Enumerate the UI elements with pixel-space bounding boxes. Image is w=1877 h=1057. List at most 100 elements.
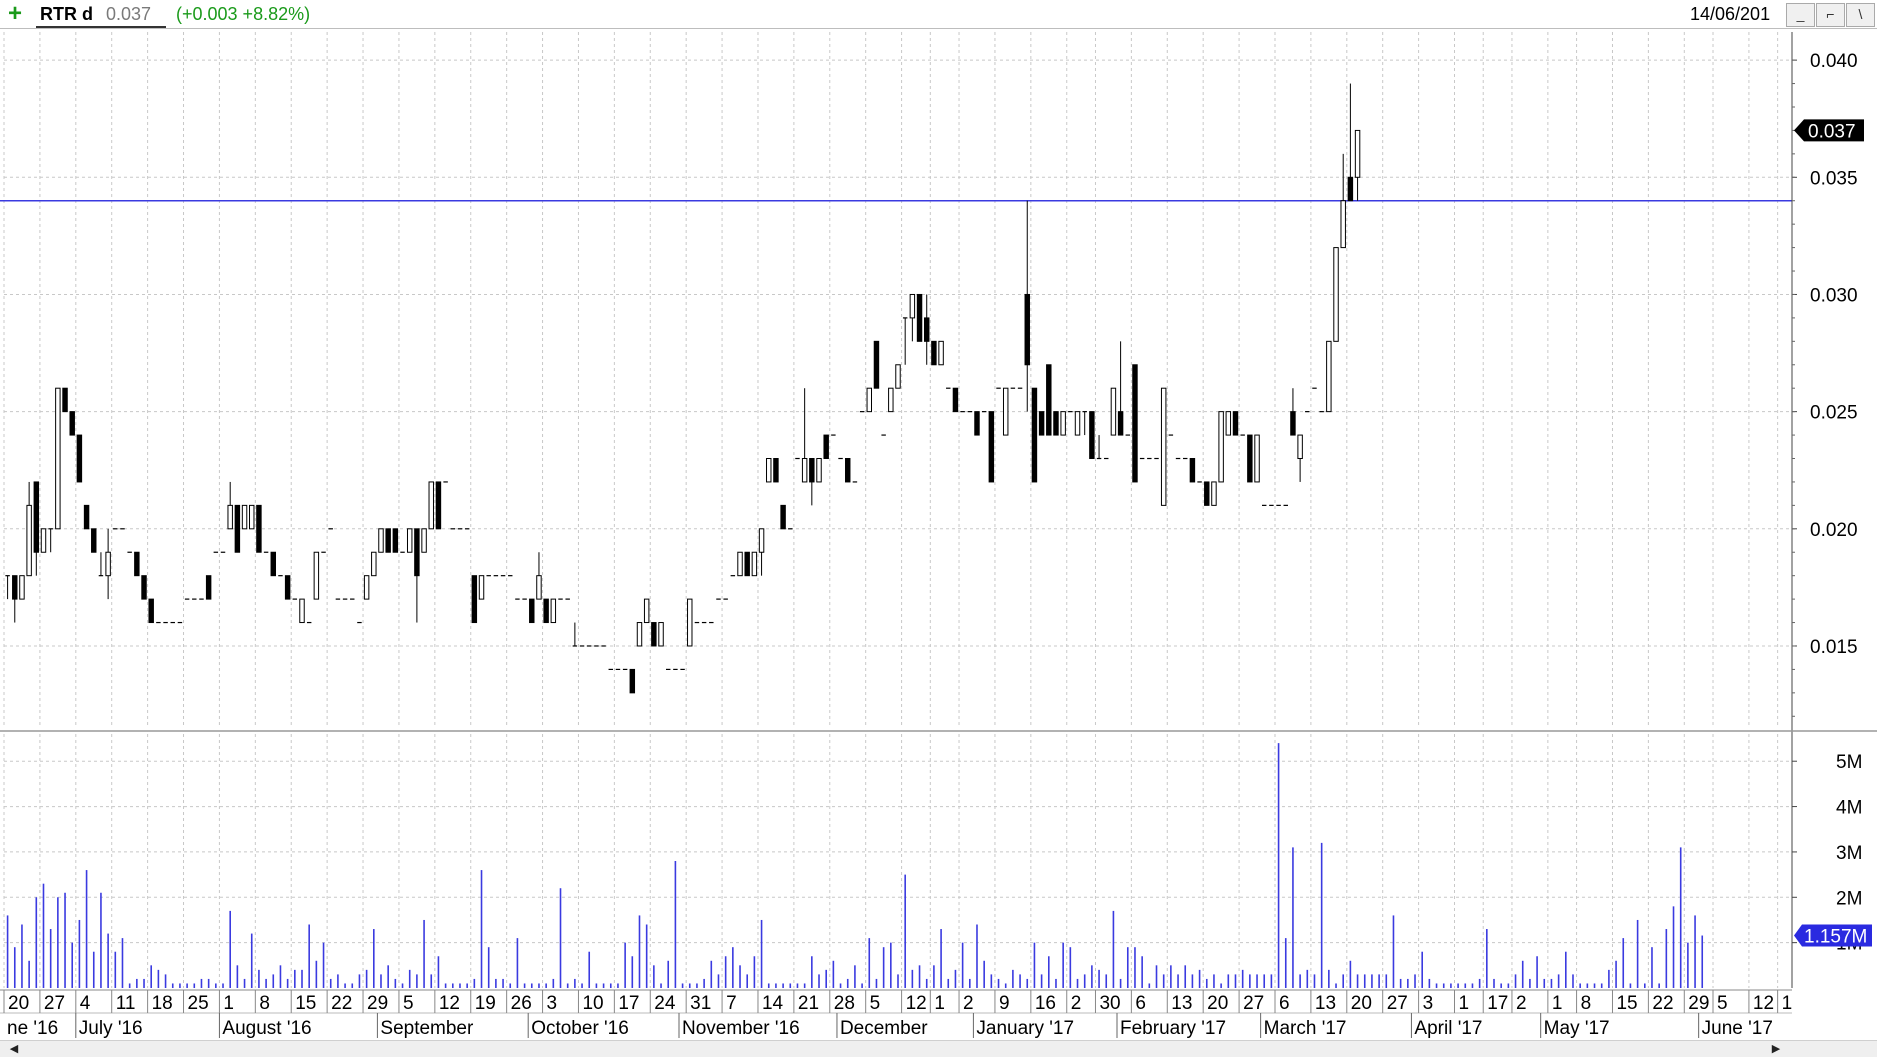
price-bar [385,528,391,553]
day-tick-label: 20 [8,993,29,1014]
price-bar [766,458,772,483]
price-bar-body [1225,411,1232,436]
price-bar-body [1117,411,1124,436]
day-tick-label: 29 [1688,993,1709,1014]
scroll-right-icon[interactable]: ▶ [1771,1043,1781,1055]
price-bar-body [687,598,693,647]
price-bar-body [974,411,980,436]
day-tick-label: 31 [690,993,711,1014]
axes [0,32,1877,1038]
price-bar [988,411,995,483]
price-bar [1110,387,1117,436]
price-bar-body [148,598,154,624]
scroll-left-icon[interactable]: ◀ [9,1043,19,1055]
price-volume-chart[interactable]: 0.0150.0200.0250.0300.0350.0401M2M3M4M5M… [0,28,1877,1040]
price-bar-body [105,551,111,577]
price-bar-body [1053,411,1059,436]
price-bar [1024,200,1030,412]
price-bar [758,528,765,576]
price-bar-body [205,575,212,600]
last-volume-flag [1794,924,1872,947]
price-bar [435,481,442,530]
day-tick-label: 12 [906,993,927,1014]
day-tick-label: 3 [547,993,558,1014]
price-bar [421,528,427,553]
price-bars [5,83,1361,694]
day-tick-label: 12 [439,993,460,1014]
price-bar-body [643,598,650,624]
price-bar-body [629,668,636,694]
price-bar-body [529,598,535,624]
price-bar-body [270,551,277,577]
price-bar [536,552,542,600]
price-bar-body [371,551,377,577]
month-label: January '17 [976,1018,1074,1039]
add-symbol-icon[interactable]: + [8,0,23,27]
day-tick-label: 3 [1423,993,1434,1014]
day-tick-label: 26 [511,993,532,1014]
price-bar [773,458,779,483]
price-bar [931,340,937,366]
day-tick-label: 1 [1459,993,1470,1014]
price-bar [845,458,851,483]
price-bar [83,504,90,530]
price-bar-body [809,458,815,483]
price-bar [48,528,53,553]
price-bar [249,504,255,530]
month-label: June '17 [1702,1018,1773,1039]
price-bar [371,551,377,577]
price-bar-body [392,528,399,553]
day-tick-label: 12 [1753,993,1774,1014]
price-bar [40,528,47,553]
price-bar [687,598,693,647]
day-tick-label: 28 [834,993,855,1014]
price-bar [1132,364,1138,483]
day-tick-label: 21 [798,993,819,1014]
month-label: July '16 [79,1018,143,1039]
price-bar [234,504,241,553]
month-label: October '16 [531,1018,629,1039]
ticker-symbol[interactable]: RTR d [40,4,93,24]
price-bar-body [406,528,413,553]
price-bar-body [1211,481,1217,506]
horizontal-scrollbar[interactable]: ◀ ▶ [0,1040,1877,1057]
price-bar [478,575,485,600]
day-tick-label: 15 [1616,993,1637,1014]
price-bar-body [536,575,542,600]
day-tick-label: 1 [1552,993,1563,1014]
price-bar [1002,387,1009,436]
price-bar-body [40,528,47,553]
day-tick-label: 27 [1387,993,1408,1014]
close-button[interactable]: \ [1846,3,1875,27]
day-tick-label: 20 [1207,993,1228,1014]
price-bar [974,411,980,436]
price-bar [550,598,557,624]
price-bar-body [55,387,61,530]
price-bar [888,387,894,413]
price-bar-body [284,575,291,600]
price-bar-body [83,504,90,530]
price-bar-body [744,551,750,577]
price-bar-body [1024,293,1030,366]
price-bar-body [651,622,657,647]
price-bar-body [227,504,233,530]
price-bar-body [845,458,851,483]
price-bar-body [141,575,147,600]
day-tick-label: 27 [44,993,65,1014]
price-bar [643,598,650,624]
price-bar [284,575,291,600]
volume-tick-label: 5M [1836,752,1862,773]
gridlines [3,32,1792,988]
price-bar-body [888,387,894,413]
price-bar-body [1354,129,1361,178]
price-bar-body [1046,364,1052,436]
minimize-button[interactable]: _ [1786,3,1815,27]
price-bar [69,411,75,436]
price-bar-body [1204,481,1210,506]
price-bar-body [76,434,83,483]
restore-button[interactable]: ⌐ [1816,3,1845,27]
price-bar [658,622,664,647]
day-tick-label: 14 [762,993,784,1014]
price-bar [1354,129,1361,201]
day-tick-label: 22 [331,993,352,1014]
